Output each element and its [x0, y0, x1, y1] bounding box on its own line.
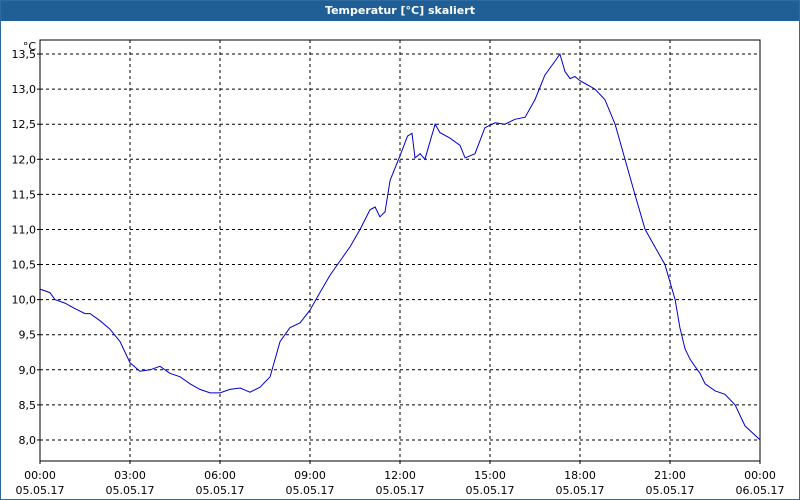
- y-tick-label: 9,5: [19, 329, 37, 342]
- x-tick-time-label: 06:00: [204, 469, 236, 482]
- series-line-temperature: [39, 52, 761, 441]
- x-tick-time-label: 15:00: [474, 469, 506, 482]
- y-tick-label: 10,0: [12, 294, 37, 307]
- x-tick-time-label: 21:00: [654, 469, 686, 482]
- x-tick-date-label: 05.05.17: [286, 484, 335, 497]
- y-tick-label: 11,0: [12, 223, 37, 236]
- x-tick-time-label: 12:00: [384, 469, 416, 482]
- x-tick-date-label: 05.05.17: [646, 484, 695, 497]
- x-tick-time-label: 00:00: [744, 469, 776, 482]
- x-tick-date-label: 05.05.17: [466, 484, 515, 497]
- chart-title: Temperatur [°C] skaliert: [1, 1, 799, 21]
- y-tick-label: 8,0: [19, 434, 37, 447]
- y-tick-label: 12,5: [12, 118, 37, 131]
- x-tick-date-label: 05.05.17: [376, 484, 425, 497]
- x-tick-date-label: 05.05.17: [106, 484, 155, 497]
- x-tick-time-label: 00:00: [24, 469, 56, 482]
- x-tick-date-label: 05.05.17: [16, 484, 65, 497]
- y-axis-unit-label: °C: [23, 40, 37, 53]
- grid-lines: [40, 40, 760, 461]
- x-tick-time-label: 09:00: [294, 469, 326, 482]
- y-tick-label: 12,0: [12, 153, 37, 166]
- x-tick-date-label: 05.05.17: [196, 484, 245, 497]
- y-tick-label: 9,0: [19, 364, 37, 377]
- ticks: 8,0 8,5 9,0 9,5 10,0 10,5 11,0 11,5 12,0 12,5 13,0…: [12, 48, 785, 497]
- x-tick-time-label: 03:00: [114, 469, 146, 482]
- y-tick-label: 10,5: [12, 259, 37, 272]
- x-tick-date-label: 05.05.17: [556, 484, 605, 497]
- x-tick-date-label: 06.05.17: [736, 484, 785, 497]
- y-tick-label: 8,5: [19, 399, 37, 412]
- y-tick-label: 11,5: [12, 188, 37, 201]
- y-tick-label: 13,5: [12, 48, 37, 61]
- x-tick-time-label: 18:00: [564, 469, 596, 482]
- y-tick-label: 13,0: [12, 83, 37, 96]
